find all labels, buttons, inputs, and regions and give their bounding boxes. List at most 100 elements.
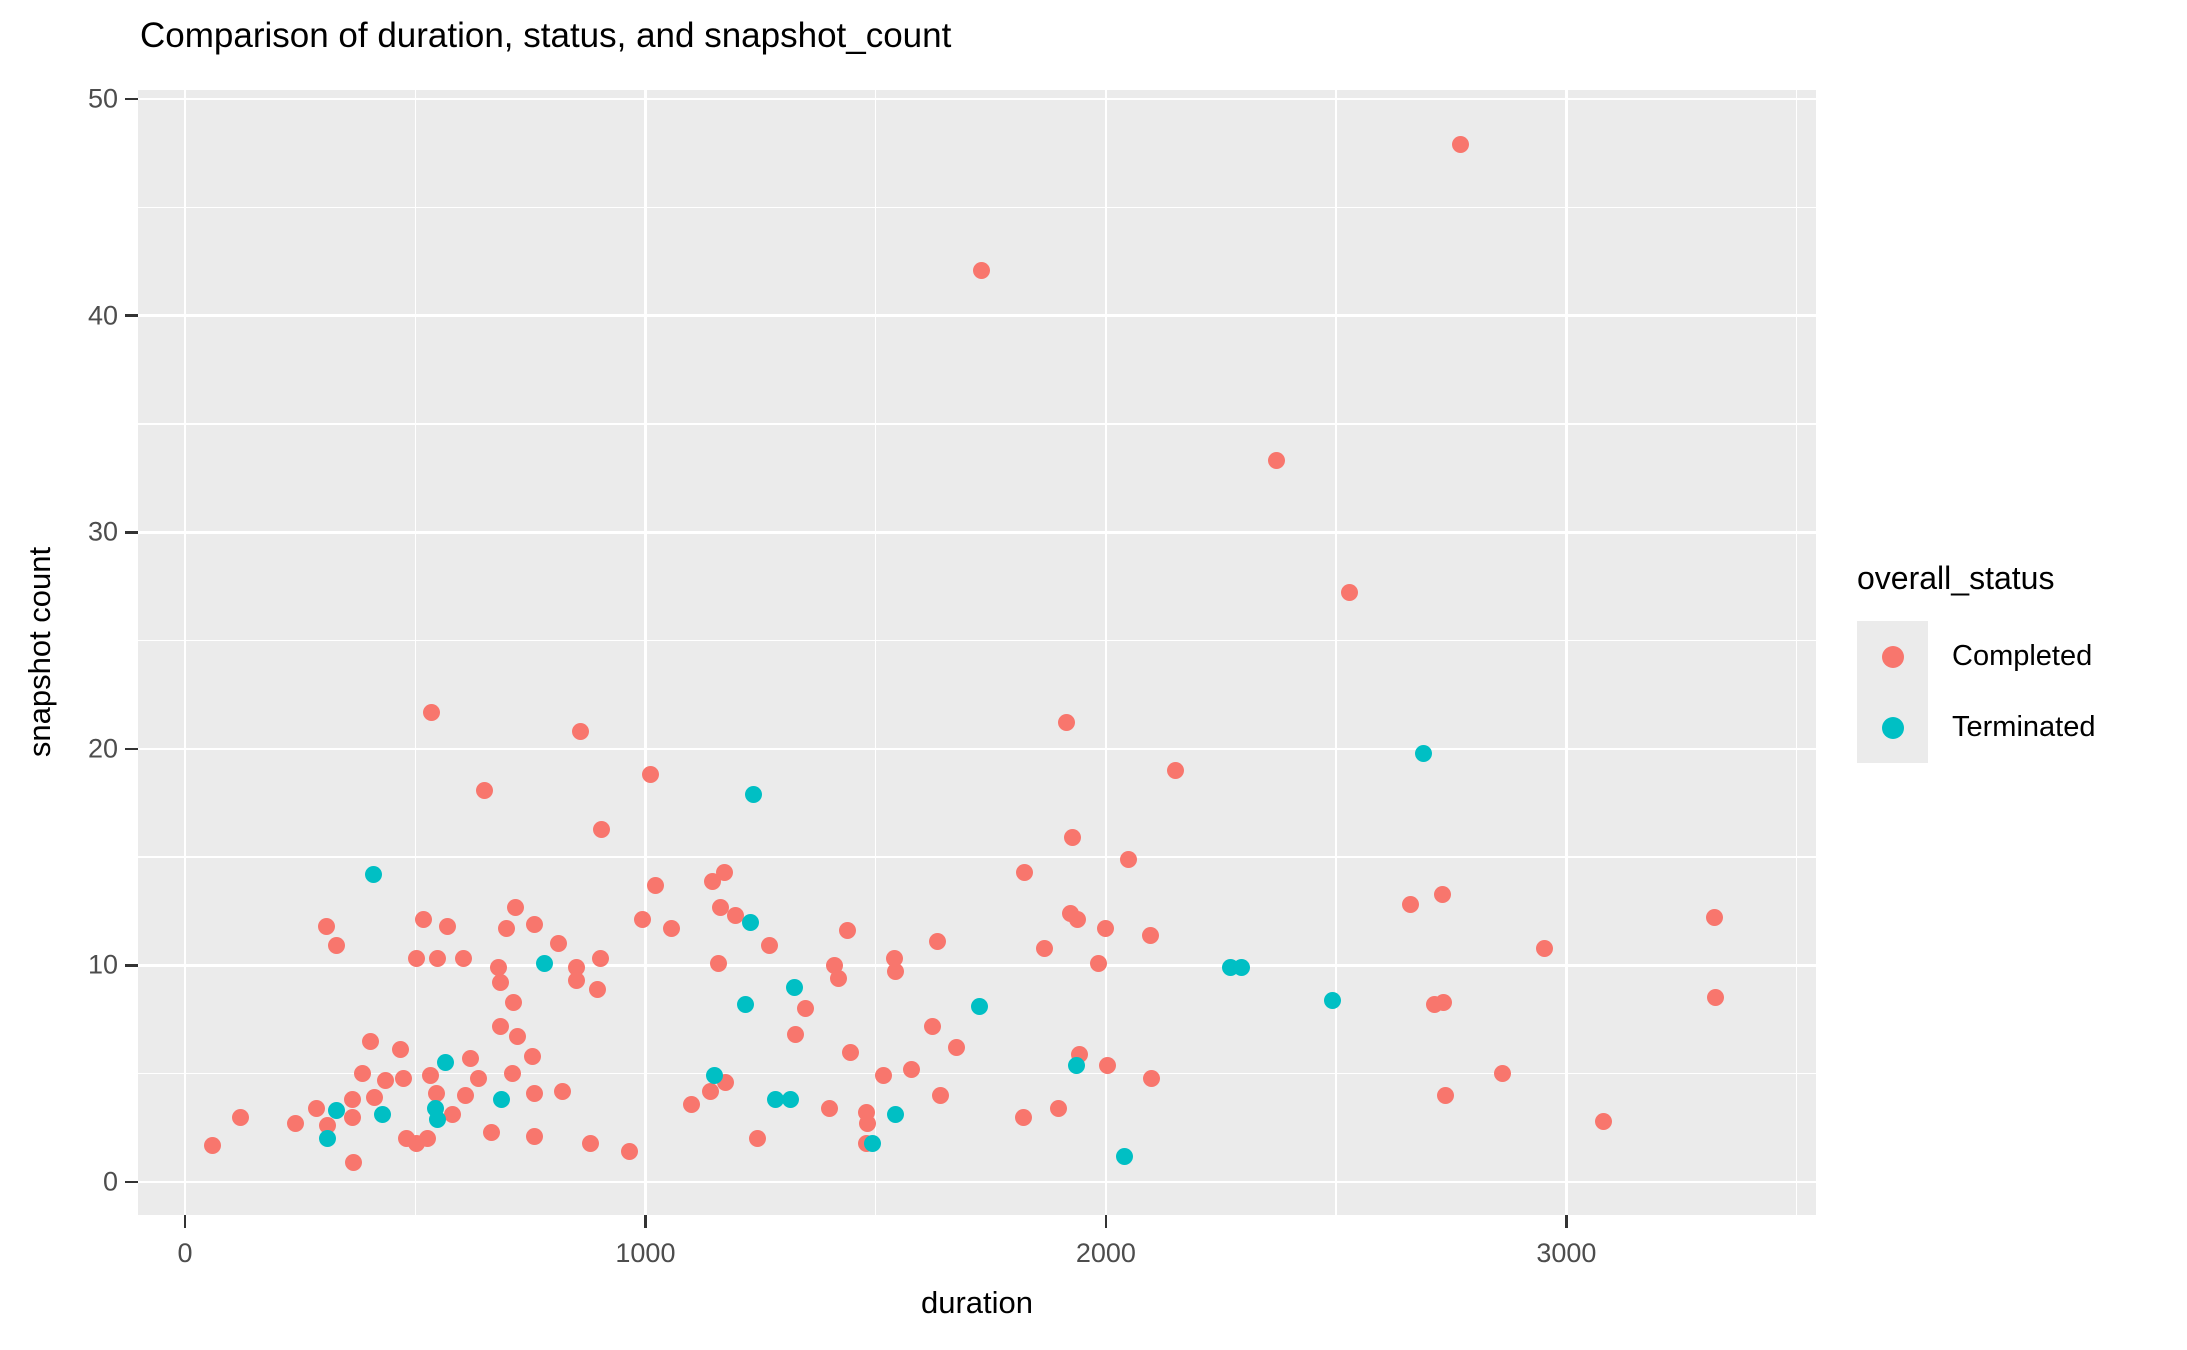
data-point-terminated — [365, 866, 383, 883]
data-point-completed — [1036, 939, 1054, 957]
data-point-completed — [1058, 714, 1076, 732]
data-point-completed — [1433, 885, 1451, 903]
data-point-terminated — [1233, 959, 1251, 977]
data-point-completed — [503, 1065, 521, 1083]
data-point-completed — [1535, 939, 1553, 957]
data-point-terminated — [1323, 991, 1341, 1009]
data-point-completed — [581, 1134, 599, 1152]
data-point-completed — [491, 974, 509, 992]
data-point-completed — [1069, 911, 1087, 929]
data-point-completed — [701, 1082, 719, 1100]
y-tick-label: 50 — [87, 83, 118, 114]
data-point-terminated — [328, 1102, 346, 1120]
data-point-completed — [641, 766, 659, 784]
data-point-completed — [428, 950, 446, 968]
data-point-completed — [497, 920, 515, 938]
data-point-completed — [1493, 1065, 1511, 1083]
gridline-major-y — [138, 747, 1816, 751]
data-point-terminated — [741, 913, 759, 931]
gridline-minor-x — [1335, 90, 1337, 1215]
data-point-terminated — [428, 1110, 446, 1128]
legend-label: Completed — [1952, 640, 2093, 672]
data-point-completed — [525, 1084, 543, 1102]
data-point-completed — [710, 954, 728, 972]
gridline-major-y — [138, 314, 1816, 317]
data-point-completed — [376, 1071, 394, 1089]
x-tick-mark — [1104, 1215, 1108, 1228]
data-point-completed — [1099, 1056, 1117, 1074]
y-tick-label: 10 — [87, 949, 118, 980]
data-point-completed — [1401, 896, 1419, 914]
data-point-completed — [1119, 850, 1137, 868]
gridline-major-x — [183, 90, 187, 1215]
data-point-completed — [761, 937, 779, 955]
data-point-terminated — [863, 1134, 881, 1152]
data-point-completed — [508, 1028, 526, 1046]
data-point-completed — [821, 1099, 839, 1117]
x-tick-mark — [1565, 1215, 1568, 1228]
data-point-completed — [633, 911, 651, 929]
data-point-completed — [475, 781, 493, 799]
data-point-terminated — [736, 995, 754, 1013]
y-tick-label: 30 — [87, 516, 118, 547]
data-point-completed — [947, 1039, 965, 1057]
data-point-completed — [929, 933, 947, 951]
data-point-completed — [1143, 1069, 1161, 1087]
x-tick-label: 2000 — [1075, 1238, 1136, 1268]
data-point-completed — [1097, 920, 1115, 938]
legend-key-box — [1857, 692, 1928, 763]
data-point-completed — [886, 950, 904, 968]
data-point-completed — [1267, 452, 1285, 470]
gridline-major-y — [138, 1180, 1816, 1184]
data-point-completed — [525, 915, 543, 933]
data-point-completed — [567, 959, 585, 977]
data-point-completed — [826, 956, 844, 974]
data-point-completed — [572, 723, 590, 741]
data-point-terminated — [1067, 1056, 1085, 1074]
gridline-minor-y — [138, 639, 1816, 642]
data-point-terminated — [373, 1106, 391, 1124]
data-point-completed — [204, 1136, 222, 1154]
data-point-completed — [418, 1130, 436, 1148]
data-point-completed — [414, 911, 432, 929]
data-point-completed — [973, 261, 991, 279]
legend-title: overall_status — [1857, 560, 2055, 596]
data-point-completed — [523, 1047, 541, 1065]
data-point-completed — [506, 898, 524, 916]
data-point-completed — [841, 1043, 859, 1061]
gridline-major-y — [138, 964, 1816, 967]
data-point-completed — [469, 1069, 487, 1087]
data-point-completed — [663, 920, 681, 938]
data-point-completed — [1016, 863, 1034, 881]
data-point-completed — [427, 1084, 445, 1102]
data-point-terminated — [492, 1091, 510, 1109]
y-tick-mark — [125, 964, 138, 967]
data-point-completed — [886, 963, 904, 981]
data-point-completed — [1141, 926, 1159, 944]
gridline-minor-x — [414, 90, 416, 1215]
data-point-terminated — [970, 998, 988, 1016]
data-point-completed — [489, 959, 507, 977]
data-point-terminated — [786, 978, 804, 996]
data-point-completed — [875, 1067, 893, 1085]
x-tick-mark — [644, 1215, 647, 1228]
data-point-completed — [924, 1017, 942, 1035]
data-point-completed — [554, 1082, 572, 1100]
data-point-completed — [344, 1154, 362, 1172]
data-point-completed — [1064, 829, 1082, 847]
data-point-completed — [456, 1086, 474, 1104]
data-point-completed — [461, 1050, 479, 1068]
x-tick-label: 1000 — [615, 1238, 676, 1268]
data-point-completed — [647, 876, 665, 894]
gridline-major-x — [644, 90, 647, 1215]
data-point-terminated — [319, 1130, 337, 1148]
data-point-completed — [1166, 762, 1184, 780]
data-point-completed — [286, 1115, 304, 1133]
y-tick-mark — [125, 314, 138, 317]
data-point-completed — [394, 1069, 412, 1087]
data-point-completed — [797, 1000, 815, 1018]
data-point-completed — [327, 937, 345, 955]
data-point-completed — [526, 1128, 544, 1146]
gridline-minor-y — [138, 856, 1816, 858]
